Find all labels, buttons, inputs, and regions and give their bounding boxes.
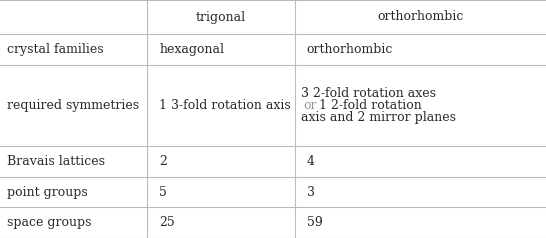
Text: crystal families: crystal families	[7, 43, 103, 56]
Text: 3: 3	[307, 186, 315, 198]
Text: point groups: point groups	[7, 186, 87, 198]
Text: space groups: space groups	[7, 216, 91, 229]
Text: orthorhombic: orthorhombic	[377, 10, 464, 24]
Text: 5: 5	[159, 186, 167, 198]
Text: hexagonal: hexagonal	[159, 43, 224, 56]
Text: 4: 4	[307, 155, 315, 168]
Text: 25: 25	[159, 216, 175, 229]
Text: trigonal: trigonal	[196, 10, 246, 24]
Text: 1 2-fold rotation: 1 2-fold rotation	[319, 99, 422, 112]
Text: 59: 59	[307, 216, 323, 229]
Text: or: or	[304, 99, 317, 112]
Text: 3 2-fold rotation axes: 3 2-fold rotation axes	[301, 87, 436, 99]
Text: Bravais lattices: Bravais lattices	[7, 155, 104, 168]
Text: orthorhombic: orthorhombic	[307, 43, 393, 56]
Text: axis and 2 mirror planes: axis and 2 mirror planes	[301, 111, 456, 124]
Text: required symmetries: required symmetries	[7, 99, 139, 112]
Text: 2: 2	[159, 155, 167, 168]
Text: 1 3-fold rotation axis: 1 3-fold rotation axis	[159, 99, 291, 112]
